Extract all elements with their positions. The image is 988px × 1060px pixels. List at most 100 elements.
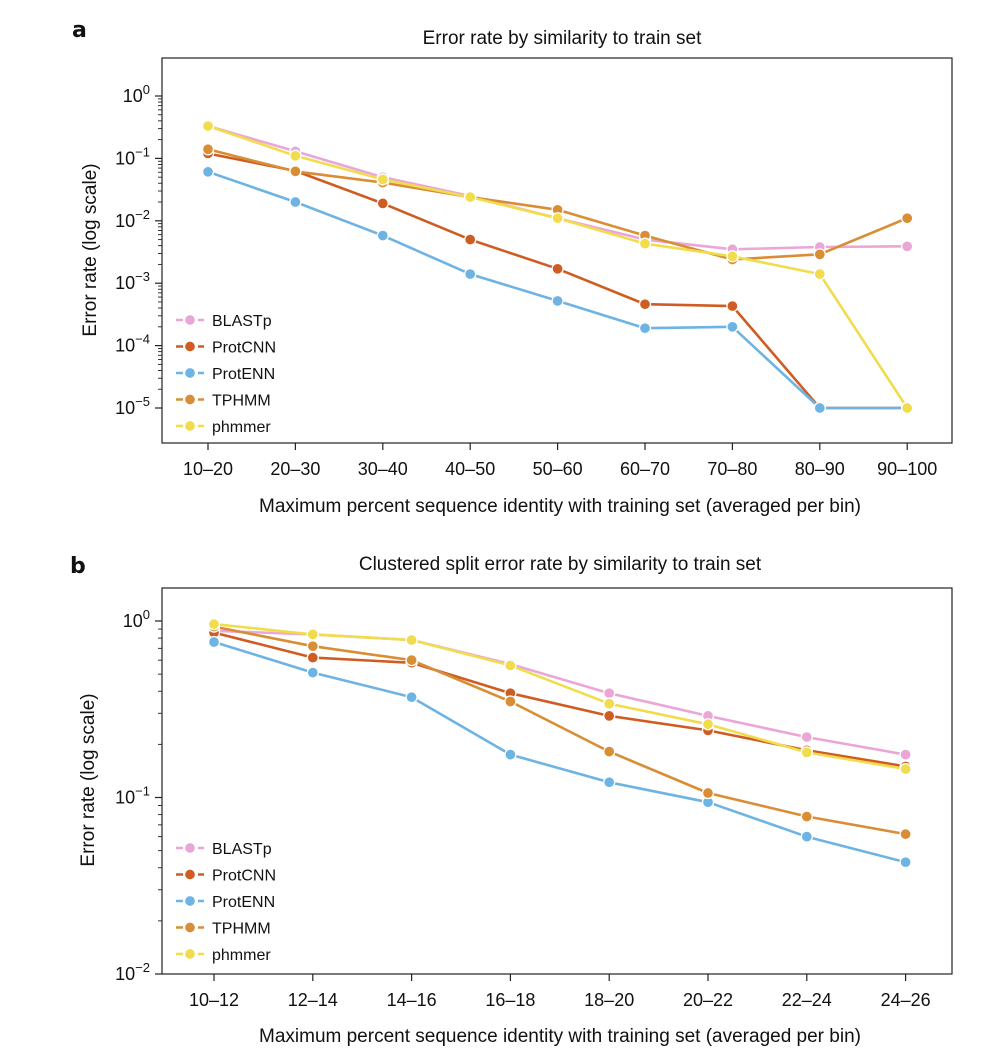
panel-b-title: Clustered split error rate by similarity… bbox=[359, 554, 762, 575]
panel-a-legend-label-phmmer: phmmer bbox=[212, 419, 271, 436]
panel-b-x-tick-label: 14–16 bbox=[387, 990, 437, 1010]
panel-b-letter: b bbox=[70, 554, 86, 579]
panel-b-point-blastp bbox=[603, 687, 616, 700]
panel-a-legend-marker-blastp bbox=[183, 313, 197, 327]
panel-b-series-line-protcnn bbox=[213, 631, 906, 768]
panel-a-point-tphmm bbox=[201, 143, 215, 156]
panel-a-point-phmmer bbox=[551, 212, 564, 225]
panel-b-y-tick-label: 10−2 bbox=[115, 960, 150, 984]
panel-b-legend-marker-tphmm bbox=[183, 921, 197, 934]
panel-a-point-phmmer bbox=[376, 173, 389, 186]
panel-a-y-tick-label: 10−1 bbox=[115, 144, 150, 168]
panel-a-point-protenn bbox=[726, 320, 739, 333]
panel-b-legend-label-tphmm: TPHMM bbox=[212, 921, 271, 938]
panel-a-point-phmmer bbox=[464, 190, 477, 204]
panel-b-point-tphmm bbox=[405, 654, 418, 667]
panel-b-point-protenn bbox=[800, 830, 813, 843]
panel-b-point-phmmer bbox=[306, 628, 319, 641]
panel-a-point-phmmer bbox=[201, 119, 215, 133]
panel-a-x-axis-label: Maximum percent sequence identity with t… bbox=[259, 496, 861, 517]
panel-b-y-axis-label: Error rate (log scale) bbox=[78, 693, 99, 866]
panel-b-point-phmmer bbox=[603, 697, 616, 710]
panel-a-point-protcnn bbox=[726, 299, 739, 313]
panel-a-point-protenn bbox=[289, 195, 302, 209]
panel-a-x-tick-label: 30–40 bbox=[358, 459, 408, 479]
panel-b-x-tick-label: 10–12 bbox=[189, 990, 239, 1010]
panel-b-point-phmmer bbox=[701, 718, 715, 731]
panel-a-y-tick-label: 100 bbox=[123, 82, 150, 106]
panel-a-legend-marker-tphmm bbox=[183, 393, 197, 406]
panel-a-point-phmmer bbox=[813, 267, 826, 281]
panel-b-point-phmmer bbox=[207, 617, 221, 631]
panel-b-point-blastp bbox=[899, 748, 912, 761]
panel-a-legend-marker-protcnn bbox=[183, 340, 197, 353]
panel-b-point-protenn bbox=[603, 776, 616, 789]
panel-a-point-tphmm bbox=[901, 212, 914, 225]
panel-a-letter: a bbox=[72, 18, 87, 43]
panel-a-plot-frame bbox=[161, 57, 953, 444]
panel-a-point-protenn bbox=[464, 267, 477, 281]
panel-b-point-protenn bbox=[207, 635, 221, 649]
panel-a-point-protcnn bbox=[638, 298, 652, 311]
panel-b-chart: b Clustered split error rate by similari… bbox=[70, 554, 953, 1047]
panel-a-point-phmmer bbox=[638, 237, 652, 250]
panel-a-point-blastp bbox=[901, 240, 914, 253]
panel-b-point-protenn bbox=[899, 856, 912, 869]
panel-a-legend-marker-protenn bbox=[183, 366, 197, 380]
panel-b-point-tphmm bbox=[800, 810, 813, 823]
panel-b-legend-label-protcnn: ProtCNN bbox=[212, 868, 276, 885]
panel-a-title: Error rate by similarity to train set bbox=[423, 28, 702, 49]
panel-a-point-protcnn bbox=[464, 233, 477, 246]
panel-b-x-tick-label: 12–14 bbox=[288, 990, 338, 1010]
panel-a-point-protcnn bbox=[376, 197, 389, 210]
panel-b-legend-marker-blastp bbox=[183, 841, 197, 855]
panel-a-y-tick-label: 10−4 bbox=[115, 332, 150, 356]
panel-a-x-tick-label: 20–30 bbox=[270, 459, 320, 479]
panel-b-legend-marker-phmmer bbox=[183, 947, 197, 961]
panel-b-series-line-phmmer bbox=[213, 622, 906, 771]
panel-b-point-tphmm bbox=[306, 640, 319, 653]
panel-b-legend-label-phmmer: phmmer bbox=[212, 947, 271, 964]
panel-a-x-tick-label: 90–100 bbox=[877, 459, 937, 479]
panel-b-x-tick-label: 20–22 bbox=[683, 990, 733, 1010]
panel-a-legend-label-protenn: ProtENN bbox=[212, 366, 275, 383]
panel-a-x-tick-label: 50–60 bbox=[533, 459, 583, 479]
panel-b-plot-area: 100 10−1 10−2 10–12 12–14 14–16 16–18 18–20 20–2… bbox=[115, 607, 930, 1010]
panel-b-legend-label-blastp: BLASTp bbox=[212, 841, 272, 858]
panel-a-x-tick-label: 70–80 bbox=[707, 459, 757, 479]
panel-a-legend-marker-phmmer bbox=[183, 419, 197, 433]
panel-a-point-tphmm bbox=[289, 165, 302, 178]
panel-b-point-tphmm bbox=[603, 745, 616, 758]
panel-b-x-tick-label: 24–26 bbox=[881, 990, 931, 1010]
panel-a-plot-area: 100 10−1 10−2 10−3 10−4 10−5 10–20 20–30 30–40 40… bbox=[115, 82, 937, 479]
panel-a-legend-label-protcnn: ProtCNN bbox=[212, 340, 276, 357]
panel-b-point-phmmer bbox=[800, 746, 813, 759]
panel-b-legend-marker-protcnn bbox=[183, 868, 197, 881]
panel-b-point-protenn bbox=[504, 748, 517, 761]
panel-b-legend-marker-protenn bbox=[183, 894, 197, 908]
panel-a-y-tick-label: 10−5 bbox=[115, 394, 150, 418]
panel-b-x-axis-label: Maximum percent sequence identity with t… bbox=[259, 1026, 861, 1047]
panel-b-series-line-protenn bbox=[213, 640, 906, 864]
panel-a-point-protcnn bbox=[551, 262, 564, 275]
panel-b-x-tick-label: 22–24 bbox=[782, 990, 832, 1010]
panel-b-point-protcnn bbox=[306, 651, 319, 664]
panel-a-point-phmmer bbox=[289, 149, 302, 162]
panel-a-point-protenn bbox=[813, 401, 826, 415]
panel-a-y-axis-label: Error rate (log scale) bbox=[80, 163, 101, 336]
panel-b-series-line-tphmm bbox=[213, 625, 906, 836]
panel-b-point-tphmm bbox=[899, 827, 912, 841]
panel-b-y-tick-label: 100 bbox=[123, 607, 150, 631]
panel-b-x-tick-label: 18–20 bbox=[584, 990, 634, 1010]
panel-a-chart: a Error rate by similarity to train set … bbox=[72, 18, 953, 517]
panel-b-legend-label-protenn: ProtENN bbox=[212, 894, 275, 911]
panel-a-y-tick-label: 10−2 bbox=[115, 207, 150, 231]
panel-b-point-tphmm bbox=[504, 695, 517, 708]
panel-a-y-tick-label: 10−3 bbox=[115, 269, 150, 293]
panel-b-point-phmmer bbox=[899, 762, 912, 776]
panel-a-x-tick-label: 10–20 bbox=[183, 459, 233, 479]
panel-b-point-protcnn bbox=[603, 709, 616, 723]
panel-a-series-line-blastp bbox=[207, 124, 908, 251]
panel-a-point-phmmer bbox=[726, 250, 739, 263]
